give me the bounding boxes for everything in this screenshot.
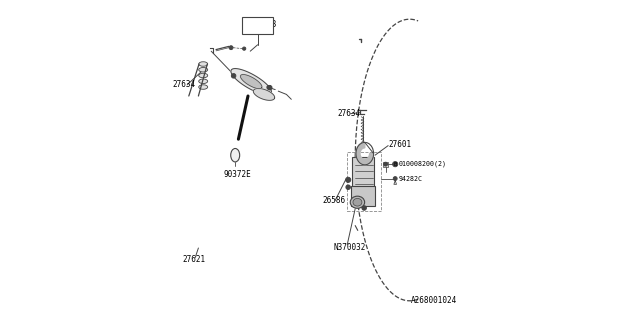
Circle shape — [268, 85, 272, 90]
Text: 26586: 26586 — [323, 196, 346, 205]
Ellipse shape — [231, 148, 239, 162]
Ellipse shape — [198, 85, 207, 89]
FancyBboxPatch shape — [351, 186, 375, 206]
Ellipse shape — [198, 73, 207, 78]
Text: 27601: 27601 — [388, 140, 412, 149]
Polygon shape — [241, 75, 262, 89]
Circle shape — [346, 177, 351, 182]
Ellipse shape — [198, 68, 207, 72]
Polygon shape — [253, 89, 275, 100]
Circle shape — [267, 85, 271, 89]
Circle shape — [346, 185, 351, 189]
Text: 27621: 27621 — [182, 255, 205, 264]
Circle shape — [232, 74, 236, 78]
Text: A268001024: A268001024 — [412, 296, 458, 305]
Polygon shape — [356, 142, 374, 165]
Text: N370032: N370032 — [333, 244, 366, 252]
Circle shape — [243, 47, 246, 50]
FancyBboxPatch shape — [352, 157, 374, 187]
Circle shape — [384, 162, 388, 166]
FancyBboxPatch shape — [242, 17, 273, 34]
Text: 27634: 27634 — [173, 80, 196, 89]
Circle shape — [229, 46, 233, 50]
Circle shape — [362, 206, 366, 210]
Text: 010008200(2): 010008200(2) — [398, 161, 447, 167]
Text: FIG.363: FIG.363 — [244, 20, 276, 29]
Text: B: B — [394, 162, 397, 167]
Ellipse shape — [350, 196, 365, 208]
Circle shape — [393, 162, 398, 167]
Text: 90372E: 90372E — [224, 170, 252, 179]
Ellipse shape — [353, 198, 362, 206]
Ellipse shape — [198, 79, 207, 84]
Circle shape — [393, 177, 397, 180]
Text: 27634: 27634 — [338, 109, 361, 118]
Ellipse shape — [198, 62, 207, 66]
Polygon shape — [231, 68, 271, 95]
Text: 94282C: 94282C — [398, 176, 422, 181]
FancyBboxPatch shape — [383, 162, 388, 167]
